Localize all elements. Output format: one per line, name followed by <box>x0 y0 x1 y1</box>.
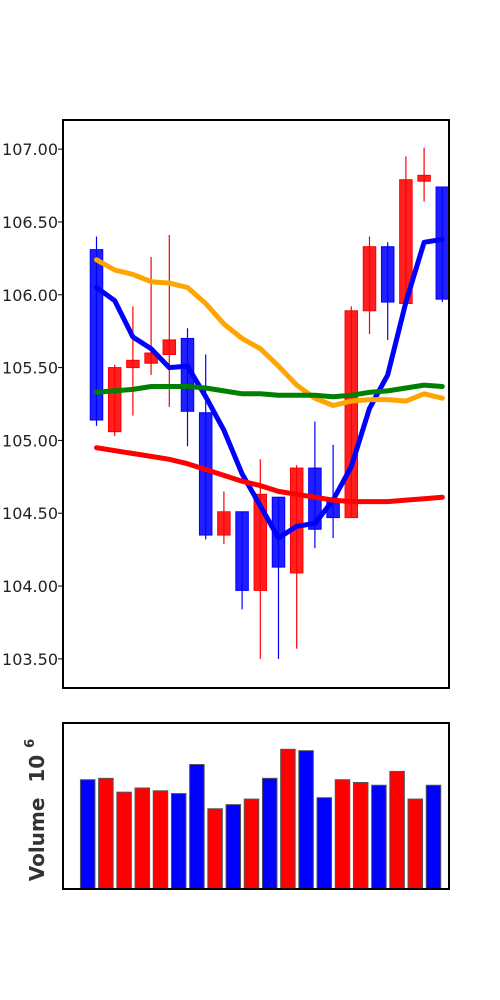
volume-bar <box>261 777 278 890</box>
volume-bar <box>425 784 442 890</box>
candle <box>126 306 140 416</box>
volume-panel-frame <box>62 722 450 890</box>
volume-bar <box>207 808 223 890</box>
y-tick-label: 104.50 <box>2 504 58 523</box>
price-panel: 103.50 104.00 104.50 105.00 105.50 106.00 106.… <box>2 119 450 689</box>
y-tick-label: 106.50 <box>2 213 58 232</box>
y-tick-label: 106.00 <box>2 286 58 305</box>
candle <box>198 354 213 540</box>
candle-body <box>107 367 122 433</box>
volume-bar <box>79 779 96 890</box>
volume-bar <box>389 770 405 890</box>
volume-bar <box>352 781 369 890</box>
volume-bar <box>316 797 333 890</box>
candle-body <box>380 246 395 303</box>
candle <box>107 364 122 437</box>
candle-body <box>217 511 231 536</box>
moving-average-line <box>94 382 445 400</box>
moving-average-line <box>94 445 445 505</box>
price-panel-frame <box>62 119 450 689</box>
candle <box>235 511 249 610</box>
y-tick-label: 103.50 <box>2 650 58 669</box>
volume-axis-label-text: Volume <box>25 798 49 882</box>
volume-axis-exponent-base: 10 <box>25 755 49 783</box>
volume-bar <box>134 787 151 890</box>
volume-bar <box>225 804 242 890</box>
moving-average-lines <box>94 236 445 541</box>
volume-bar <box>116 791 132 890</box>
volume-bars <box>79 748 442 890</box>
volume-axis-label: Volume 10 6 <box>23 739 49 881</box>
volume-bar <box>334 779 351 890</box>
volume-bar <box>407 798 424 890</box>
volume-bar <box>170 793 187 890</box>
candle <box>362 236 377 335</box>
candle <box>217 491 231 544</box>
candle-body <box>417 174 431 182</box>
candle-body <box>362 246 377 312</box>
candle-body <box>253 493 268 591</box>
volume-axis-exponent-power: 6 <box>23 739 38 748</box>
candle <box>162 235 177 407</box>
candle-body <box>435 186 450 300</box>
y-tick-label: 107.00 <box>2 140 58 159</box>
y-tick-label: 105.00 <box>2 431 58 450</box>
candle-body <box>344 310 359 519</box>
moving-average-line <box>94 257 445 408</box>
price-y-axis: 103.50 104.00 104.50 105.00 105.50 106.00 106.… <box>2 140 63 669</box>
volume-panel: Volume 10 6 <box>23 722 450 890</box>
candle <box>253 459 268 659</box>
volume-bar <box>152 790 169 890</box>
candle-body <box>126 359 140 369</box>
candle-body <box>162 339 177 355</box>
candle-body <box>198 412 213 536</box>
moving-average-line <box>94 236 445 541</box>
candle-body <box>289 467 304 574</box>
candle <box>344 306 359 519</box>
volume-bar <box>189 764 205 890</box>
y-tick-label: 105.50 <box>2 359 58 378</box>
candle <box>417 147 431 202</box>
volume-bar <box>298 750 314 890</box>
volume-bar <box>243 798 260 890</box>
volume-bar <box>98 777 114 890</box>
volume-bar <box>280 748 296 890</box>
volume-bar <box>371 784 387 890</box>
candle <box>380 242 395 340</box>
candle <box>435 186 450 303</box>
y-tick-label: 104.00 <box>2 577 58 596</box>
candle-body <box>235 511 249 591</box>
